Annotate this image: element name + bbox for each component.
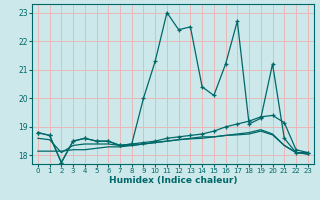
X-axis label: Humidex (Indice chaleur): Humidex (Indice chaleur): [108, 176, 237, 185]
